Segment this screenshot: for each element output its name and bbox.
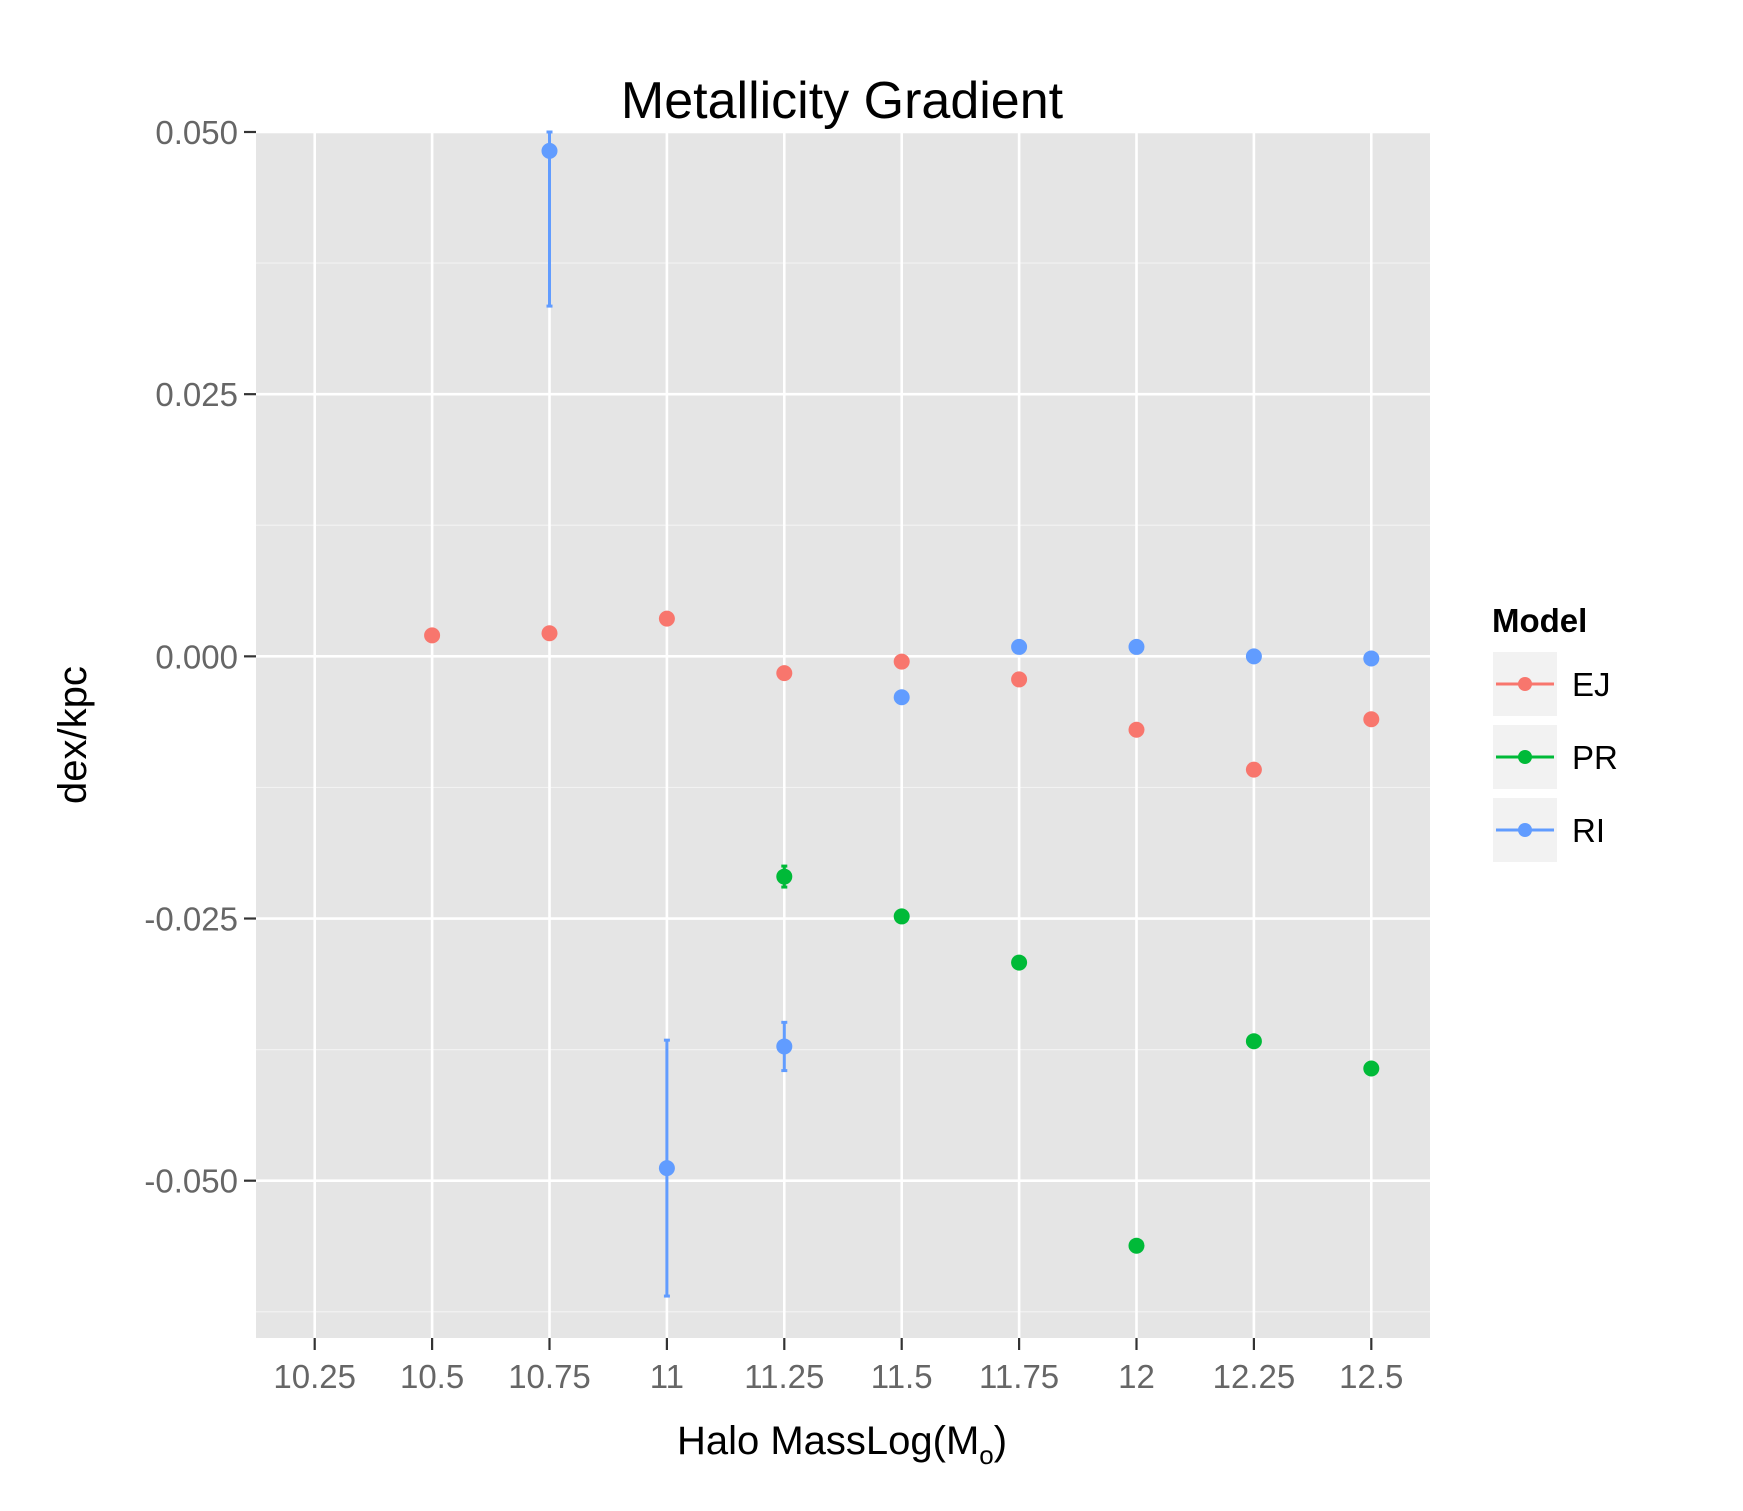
grid-lines <box>256 130 1430 1338</box>
data-point-ri <box>1011 638 1028 655</box>
legend-key-point-ej <box>1518 677 1532 691</box>
data-point-ri <box>658 1160 675 1177</box>
data-point-ri <box>1245 648 1262 665</box>
x-axis-title: Halo MassLog(Mo) <box>677 1419 1007 1470</box>
data-point-pr <box>1245 1033 1262 1050</box>
legend-title: Model <box>1492 602 1587 639</box>
x-tick-label: 12.25 <box>1213 1358 1296 1395</box>
data-point-pr <box>893 908 910 925</box>
data-point-ej <box>893 653 910 670</box>
x-tick-label: 11.75 <box>979 1358 1059 1395</box>
y-axis-title: dex/kpc <box>51 666 95 804</box>
data-point-ej <box>1245 761 1262 778</box>
data-layer <box>424 130 1380 1298</box>
data-point-ej <box>424 627 441 644</box>
legend-label-pr: PR <box>1572 739 1618 776</box>
x-tick-label: 11.5 <box>871 1358 933 1395</box>
x-tick-label: 10.5 <box>400 1358 464 1395</box>
legend-key-point-ri <box>1518 823 1532 837</box>
x-axis-title-main: Halo MassLog(M <box>677 1419 979 1463</box>
legend-label-ri: RI <box>1572 812 1605 849</box>
chart-title: Metallicity Gradient <box>621 72 1064 130</box>
y-tick-label: -0.025 <box>144 901 238 938</box>
data-point-ri <box>1363 650 1380 667</box>
data-point-ej <box>658 610 675 627</box>
x-tick-label: 12 <box>1118 1358 1155 1395</box>
x-tick-label: 11.25 <box>744 1358 824 1395</box>
x-tick-label: 11 <box>650 1358 684 1395</box>
x-axis: 10.25 10.5 10.75 11 11.25 11.5 11.75 12 12.25 12.… <box>273 1338 1403 1395</box>
x-axis-title-close: ) <box>994 1419 1007 1463</box>
x-axis-title-subscript: o <box>979 1440 993 1470</box>
x-tick-label: 10.75 <box>508 1358 591 1395</box>
x-tick-label: 10.25 <box>273 1358 356 1395</box>
data-point-ri <box>893 689 910 706</box>
data-point-pr <box>1011 954 1028 971</box>
data-point-pr <box>1128 1237 1145 1254</box>
data-point-ri <box>541 142 558 159</box>
data-point-ri <box>776 1038 793 1055</box>
data-point-ej <box>1128 721 1145 738</box>
data-point-pr <box>1363 1060 1380 1077</box>
data-point-ej <box>776 665 793 682</box>
y-tick-label: -0.050 <box>144 1163 238 1200</box>
y-tick-label: 0.050 <box>155 114 238 151</box>
data-point-ej <box>541 625 558 642</box>
data-point-ej <box>1363 711 1380 728</box>
data-point-ej <box>1011 671 1028 688</box>
x-tick-label: 12.5 <box>1339 1358 1403 1395</box>
data-point-pr <box>776 868 793 885</box>
legend: Model EJ PR RI <box>1491 602 1618 864</box>
y-axis: -0.050 -0.025 0.000 0.025 0.050 <box>144 114 256 1200</box>
plot-panel <box>256 132 1430 1338</box>
y-tick-label: 0.000 <box>155 638 238 675</box>
legend-key-point-pr <box>1518 750 1532 764</box>
data-point-ri <box>1128 638 1145 655</box>
y-tick-label: 0.025 <box>155 376 238 413</box>
legend-label-ej: EJ <box>1572 666 1611 703</box>
